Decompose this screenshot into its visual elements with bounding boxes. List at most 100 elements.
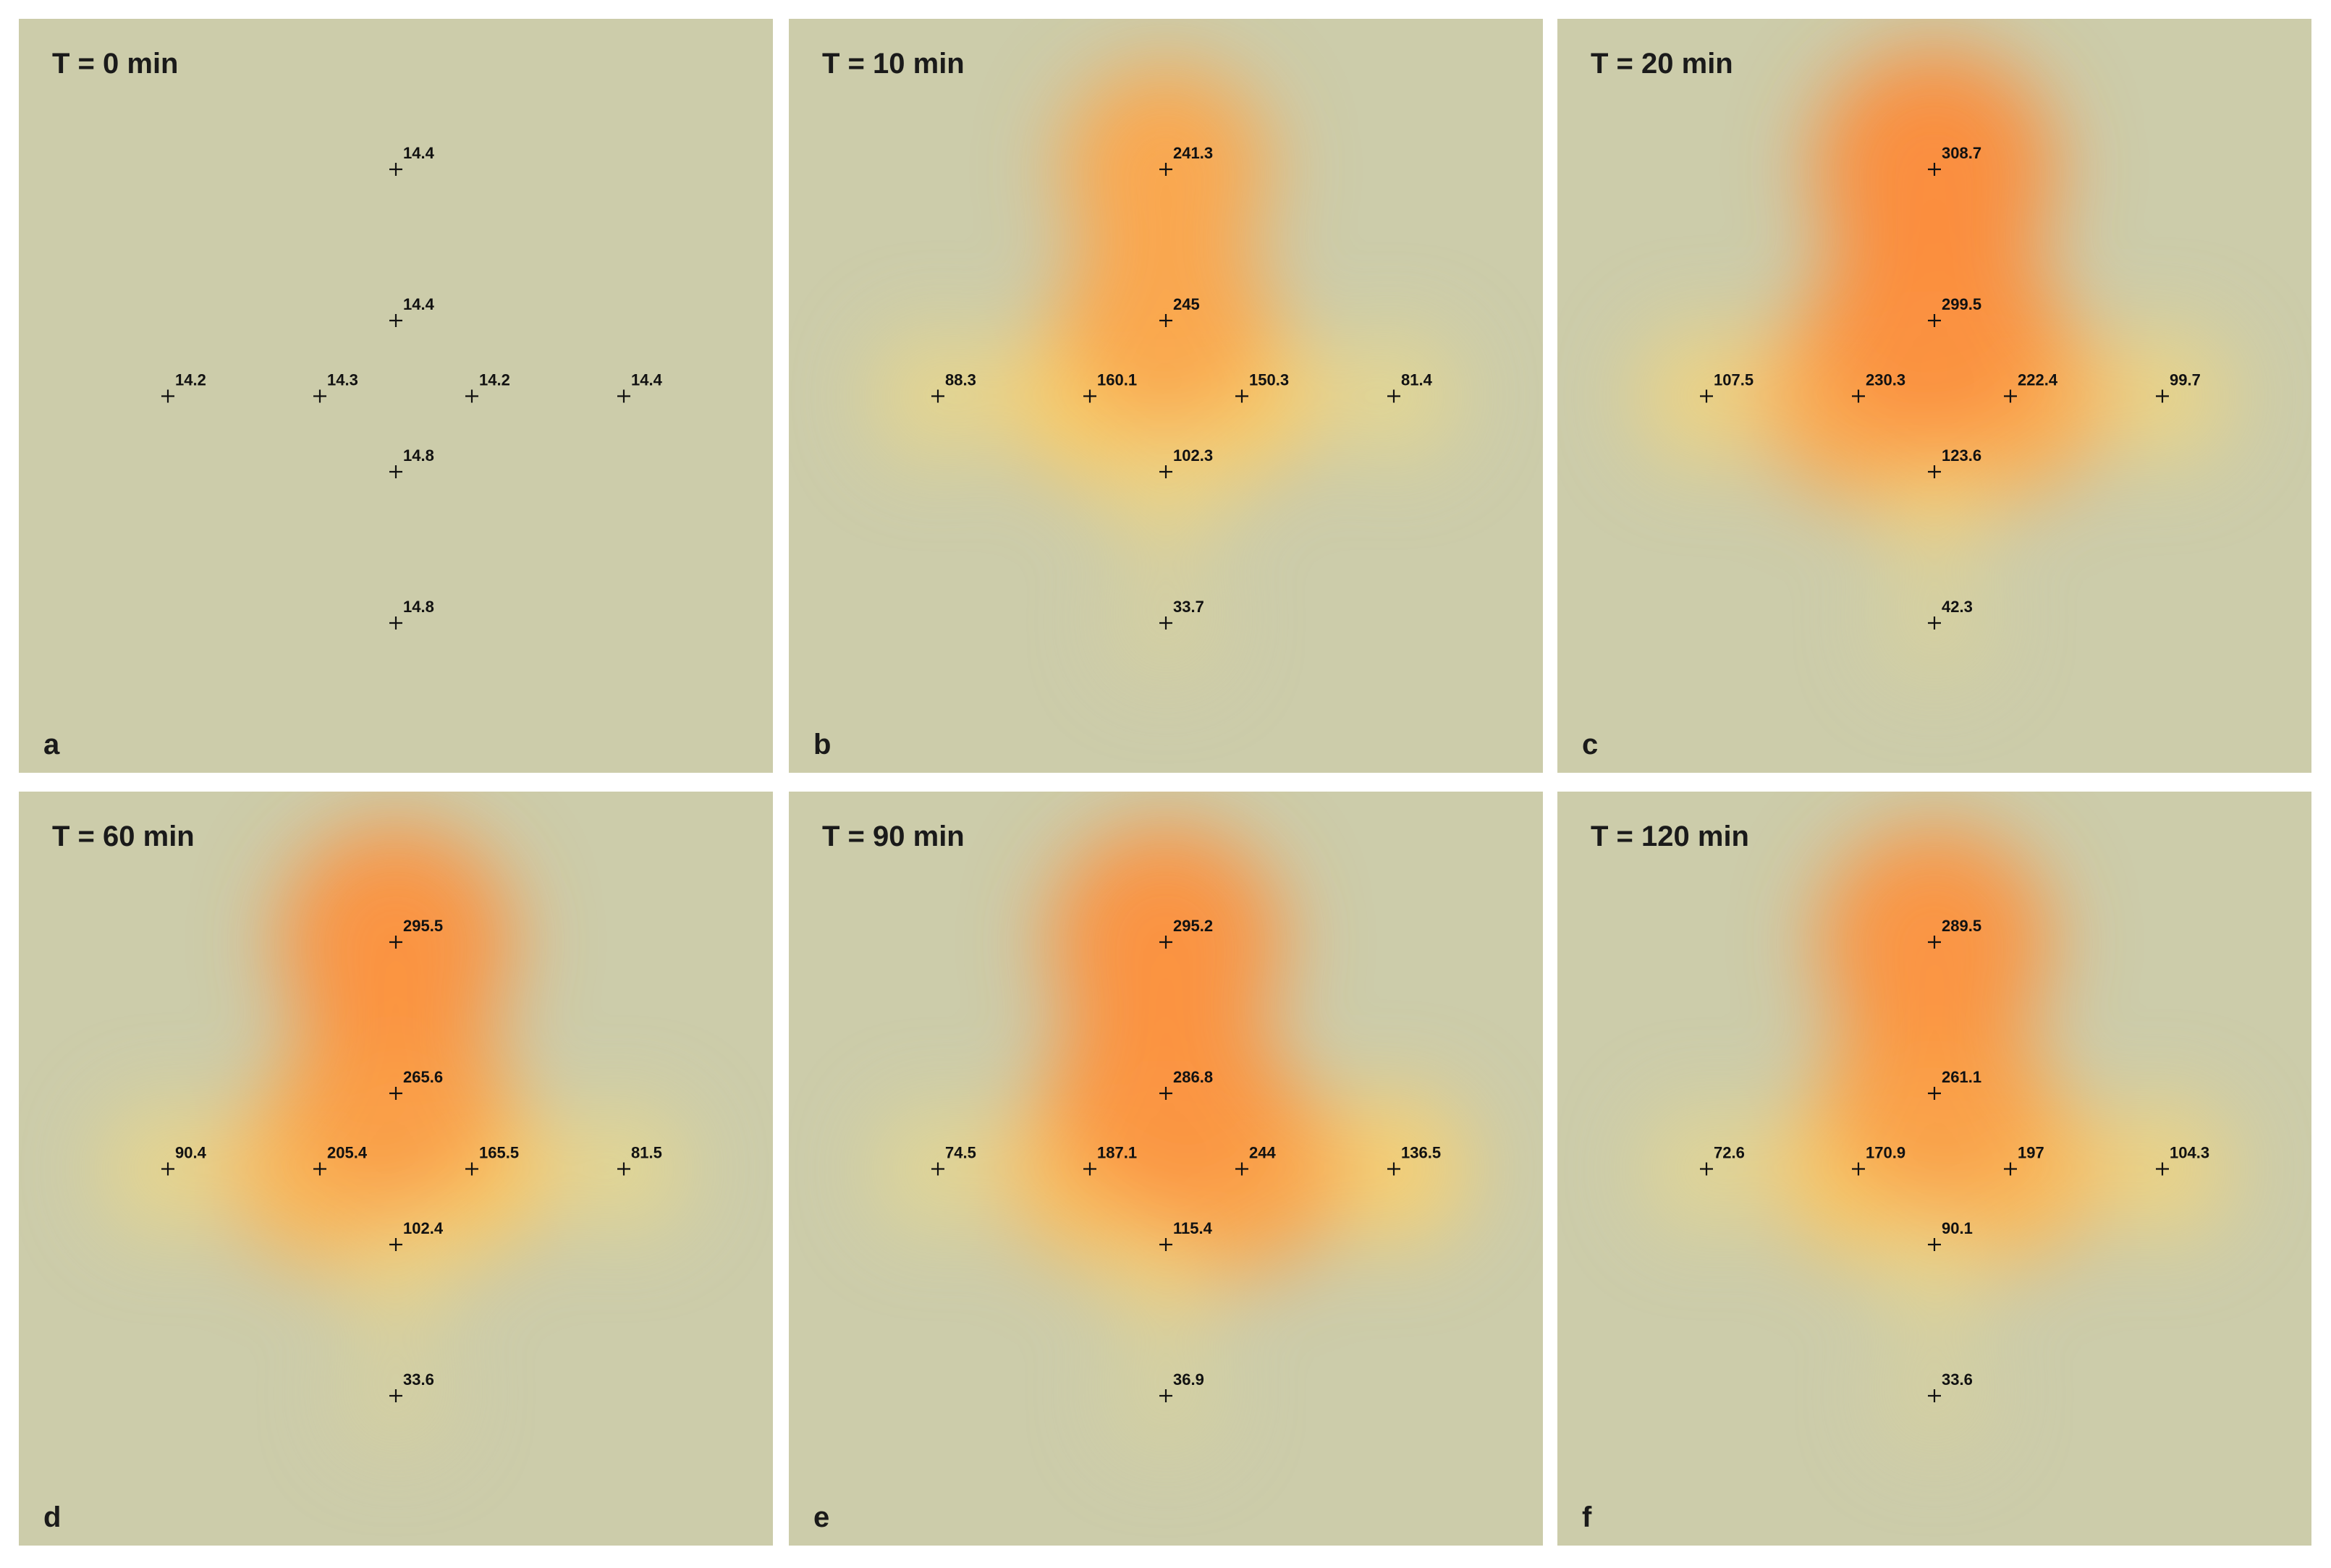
sensor-marker xyxy=(931,1162,944,1176)
sensor-marker xyxy=(389,1087,402,1100)
heatmap-svg-d: 295.5 265.6 90.4 205.4 165.5 81.5 102.4 33.6 xyxy=(19,792,773,1546)
sensor-value-label: 14.8 xyxy=(403,446,434,465)
sensor-marker xyxy=(389,1238,402,1251)
panel-title: T = 60 min xyxy=(52,821,195,852)
sensor-marker xyxy=(389,616,402,630)
sensor-marker xyxy=(1928,616,1941,630)
sensor-marker xyxy=(1159,1087,1172,1100)
sensor-marker xyxy=(1852,389,1865,403)
sensor-marker xyxy=(1928,465,1941,478)
sensor-value-label: 123.6 xyxy=(1942,446,1981,465)
sensor-marker xyxy=(1083,389,1096,403)
sensor-marker xyxy=(1928,314,1941,327)
sensor-value-label: 81.5 xyxy=(631,1144,662,1162)
panel-title: T = 0 min xyxy=(52,48,179,80)
sensor-marker xyxy=(1159,314,1172,327)
sensor-value-label: 102.4 xyxy=(403,1219,444,1237)
sensor-marker xyxy=(2004,389,2017,403)
sensor-marker xyxy=(1852,1162,1865,1176)
sensor-marker xyxy=(1928,936,1941,949)
sensor-value-label: 244 xyxy=(1249,1144,1276,1162)
sensor-marker xyxy=(931,389,944,403)
heatmap-panel-b: 241.3 245 88.3 160.1 150.3 81.4 102.3 33.7 T = … xyxy=(789,19,1543,773)
sensor-marker xyxy=(389,936,402,949)
sensor-value-label: 230.3 xyxy=(1866,371,1905,389)
sensor-value-label: 261.1 xyxy=(1942,1068,1981,1086)
sensor-marker xyxy=(1700,389,1713,403)
sensor-value-label: 107.5 xyxy=(1714,371,1753,389)
panel-label: c xyxy=(1582,729,1599,760)
sensor-marker xyxy=(1700,1162,1713,1176)
sensor-value-label: 197 xyxy=(2018,1144,2044,1162)
panel-title: T = 10 min xyxy=(822,48,965,80)
sensor-marker xyxy=(1159,465,1172,478)
sensor-marker xyxy=(1159,1238,1172,1251)
sensor-marker xyxy=(617,1162,630,1176)
heatmap-panel-c: 308.7 299.5 107.5 230.3 222.4 99.7 123.6 42.3 T… xyxy=(1557,19,2311,773)
sensor-value-label: 74.5 xyxy=(945,1144,976,1162)
sensor-value-label: 115.4 xyxy=(1173,1219,1213,1237)
sensor-value-label: 286.8 xyxy=(1173,1068,1213,1086)
sensor-marker xyxy=(465,1162,478,1176)
sensor-value-label: 33.6 xyxy=(403,1370,434,1389)
panel-label: f xyxy=(1582,1501,1592,1533)
sensor-value-label: 14.8 xyxy=(403,598,434,616)
panel-label: d xyxy=(43,1501,62,1533)
sensor-value-label: 102.3 xyxy=(1173,446,1213,465)
sensor-marker xyxy=(2004,1162,2017,1176)
sensor-value-label: 99.7 xyxy=(2170,371,2201,389)
sensor-marker xyxy=(2156,389,2169,403)
sensor-marker xyxy=(2156,1162,2169,1176)
sensor-marker xyxy=(1159,616,1172,630)
sensor-value-label: 104.3 xyxy=(2170,1144,2209,1162)
sensor-value-label: 165.5 xyxy=(479,1144,519,1162)
sensor-marker xyxy=(465,389,478,403)
sensor-marker xyxy=(1159,1389,1172,1402)
sensor-value-label: 289.5 xyxy=(1942,917,1981,935)
panel-background xyxy=(19,19,773,773)
sensor-value-label: 295.5 xyxy=(403,917,443,935)
heatmap-svg-e: 295.2 286.8 74.5 187.1 244 136.5 115.4 36.9 xyxy=(789,792,1543,1546)
sensor-value-label: 90.4 xyxy=(175,1144,207,1162)
heatmap-panel-e: 295.2 286.8 74.5 187.1 244 136.5 115.4 36.9 T =… xyxy=(789,792,1543,1546)
sensor-value-label: 14.4 xyxy=(403,144,435,162)
panel-label: e xyxy=(813,1501,830,1533)
sensor-marker xyxy=(1928,163,1941,176)
heatmap-svg-c: 308.7 299.5 107.5 230.3 222.4 99.7 123.6 42.3 xyxy=(1557,19,2311,773)
sensor-marker xyxy=(1235,1162,1248,1176)
sensor-marker xyxy=(1083,1162,1096,1176)
sensor-value-label: 222.4 xyxy=(2018,371,2058,389)
sensor-marker xyxy=(161,1162,174,1176)
sensor-value-label: 245 xyxy=(1173,295,1200,313)
sensor-value-label: 265.6 xyxy=(403,1068,443,1086)
sensor-value-label: 308.7 xyxy=(1942,144,1981,162)
panel-title: T = 90 min xyxy=(822,821,965,852)
sensor-value-label: 72.6 xyxy=(1714,1144,1745,1162)
sensor-marker xyxy=(161,389,174,403)
panel-label: a xyxy=(43,729,60,760)
panel-title: T = 120 min xyxy=(1591,821,1749,852)
heatmap-panel-a: 14.4 14.4 14.2 14.3 14.2 14.4 14.8 14.8 T = 0 m… xyxy=(19,19,773,773)
sensor-marker xyxy=(1235,389,1248,403)
heatmap-svg-f: 289.5 261.1 72.6 170.9 197 104.3 90.1 33.6 xyxy=(1557,792,2311,1546)
sensor-value-label: 14.2 xyxy=(175,371,206,389)
sensor-marker xyxy=(389,1389,402,1402)
sensor-marker xyxy=(389,163,402,176)
sensor-value-label: 90.1 xyxy=(1942,1219,1973,1237)
sensor-marker xyxy=(1928,1087,1941,1100)
sensor-marker xyxy=(313,389,326,403)
sensor-value-label: 295.2 xyxy=(1173,917,1213,935)
sensor-value-label: 36.9 xyxy=(1173,1370,1204,1389)
heatmap-svg-b: 241.3 245 88.3 160.1 150.3 81.4 102.3 33.7 xyxy=(789,19,1543,773)
sensor-marker xyxy=(1159,163,1172,176)
sensor-marker xyxy=(1928,1238,1941,1251)
sensor-value-label: 187.1 xyxy=(1097,1144,1137,1162)
heatmap-panel-d: 295.5 265.6 90.4 205.4 165.5 81.5 102.4 33.6 T … xyxy=(19,792,773,1546)
sensor-marker xyxy=(1387,389,1400,403)
sensor-value-label: 160.1 xyxy=(1097,371,1137,389)
sensor-value-label: 14.2 xyxy=(479,371,510,389)
panel-title: T = 20 min xyxy=(1591,48,1733,80)
sensor-value-label: 81.4 xyxy=(1401,371,1433,389)
sensor-marker xyxy=(389,465,402,478)
sensor-value-label: 241.3 xyxy=(1173,144,1213,162)
